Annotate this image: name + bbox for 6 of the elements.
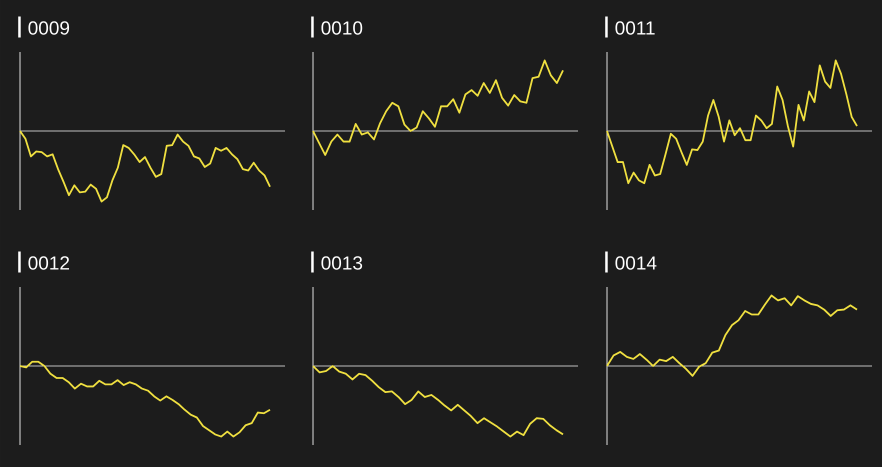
chart-title: 0011 bbox=[615, 21, 655, 35]
chart-title: 0014 bbox=[615, 256, 656, 270]
chart-title: 0012 bbox=[28, 256, 70, 270]
chart-title: 0013 bbox=[321, 256, 362, 270]
chart-title: 0010 bbox=[321, 21, 362, 35]
chart-title: 0009 bbox=[28, 21, 70, 35]
